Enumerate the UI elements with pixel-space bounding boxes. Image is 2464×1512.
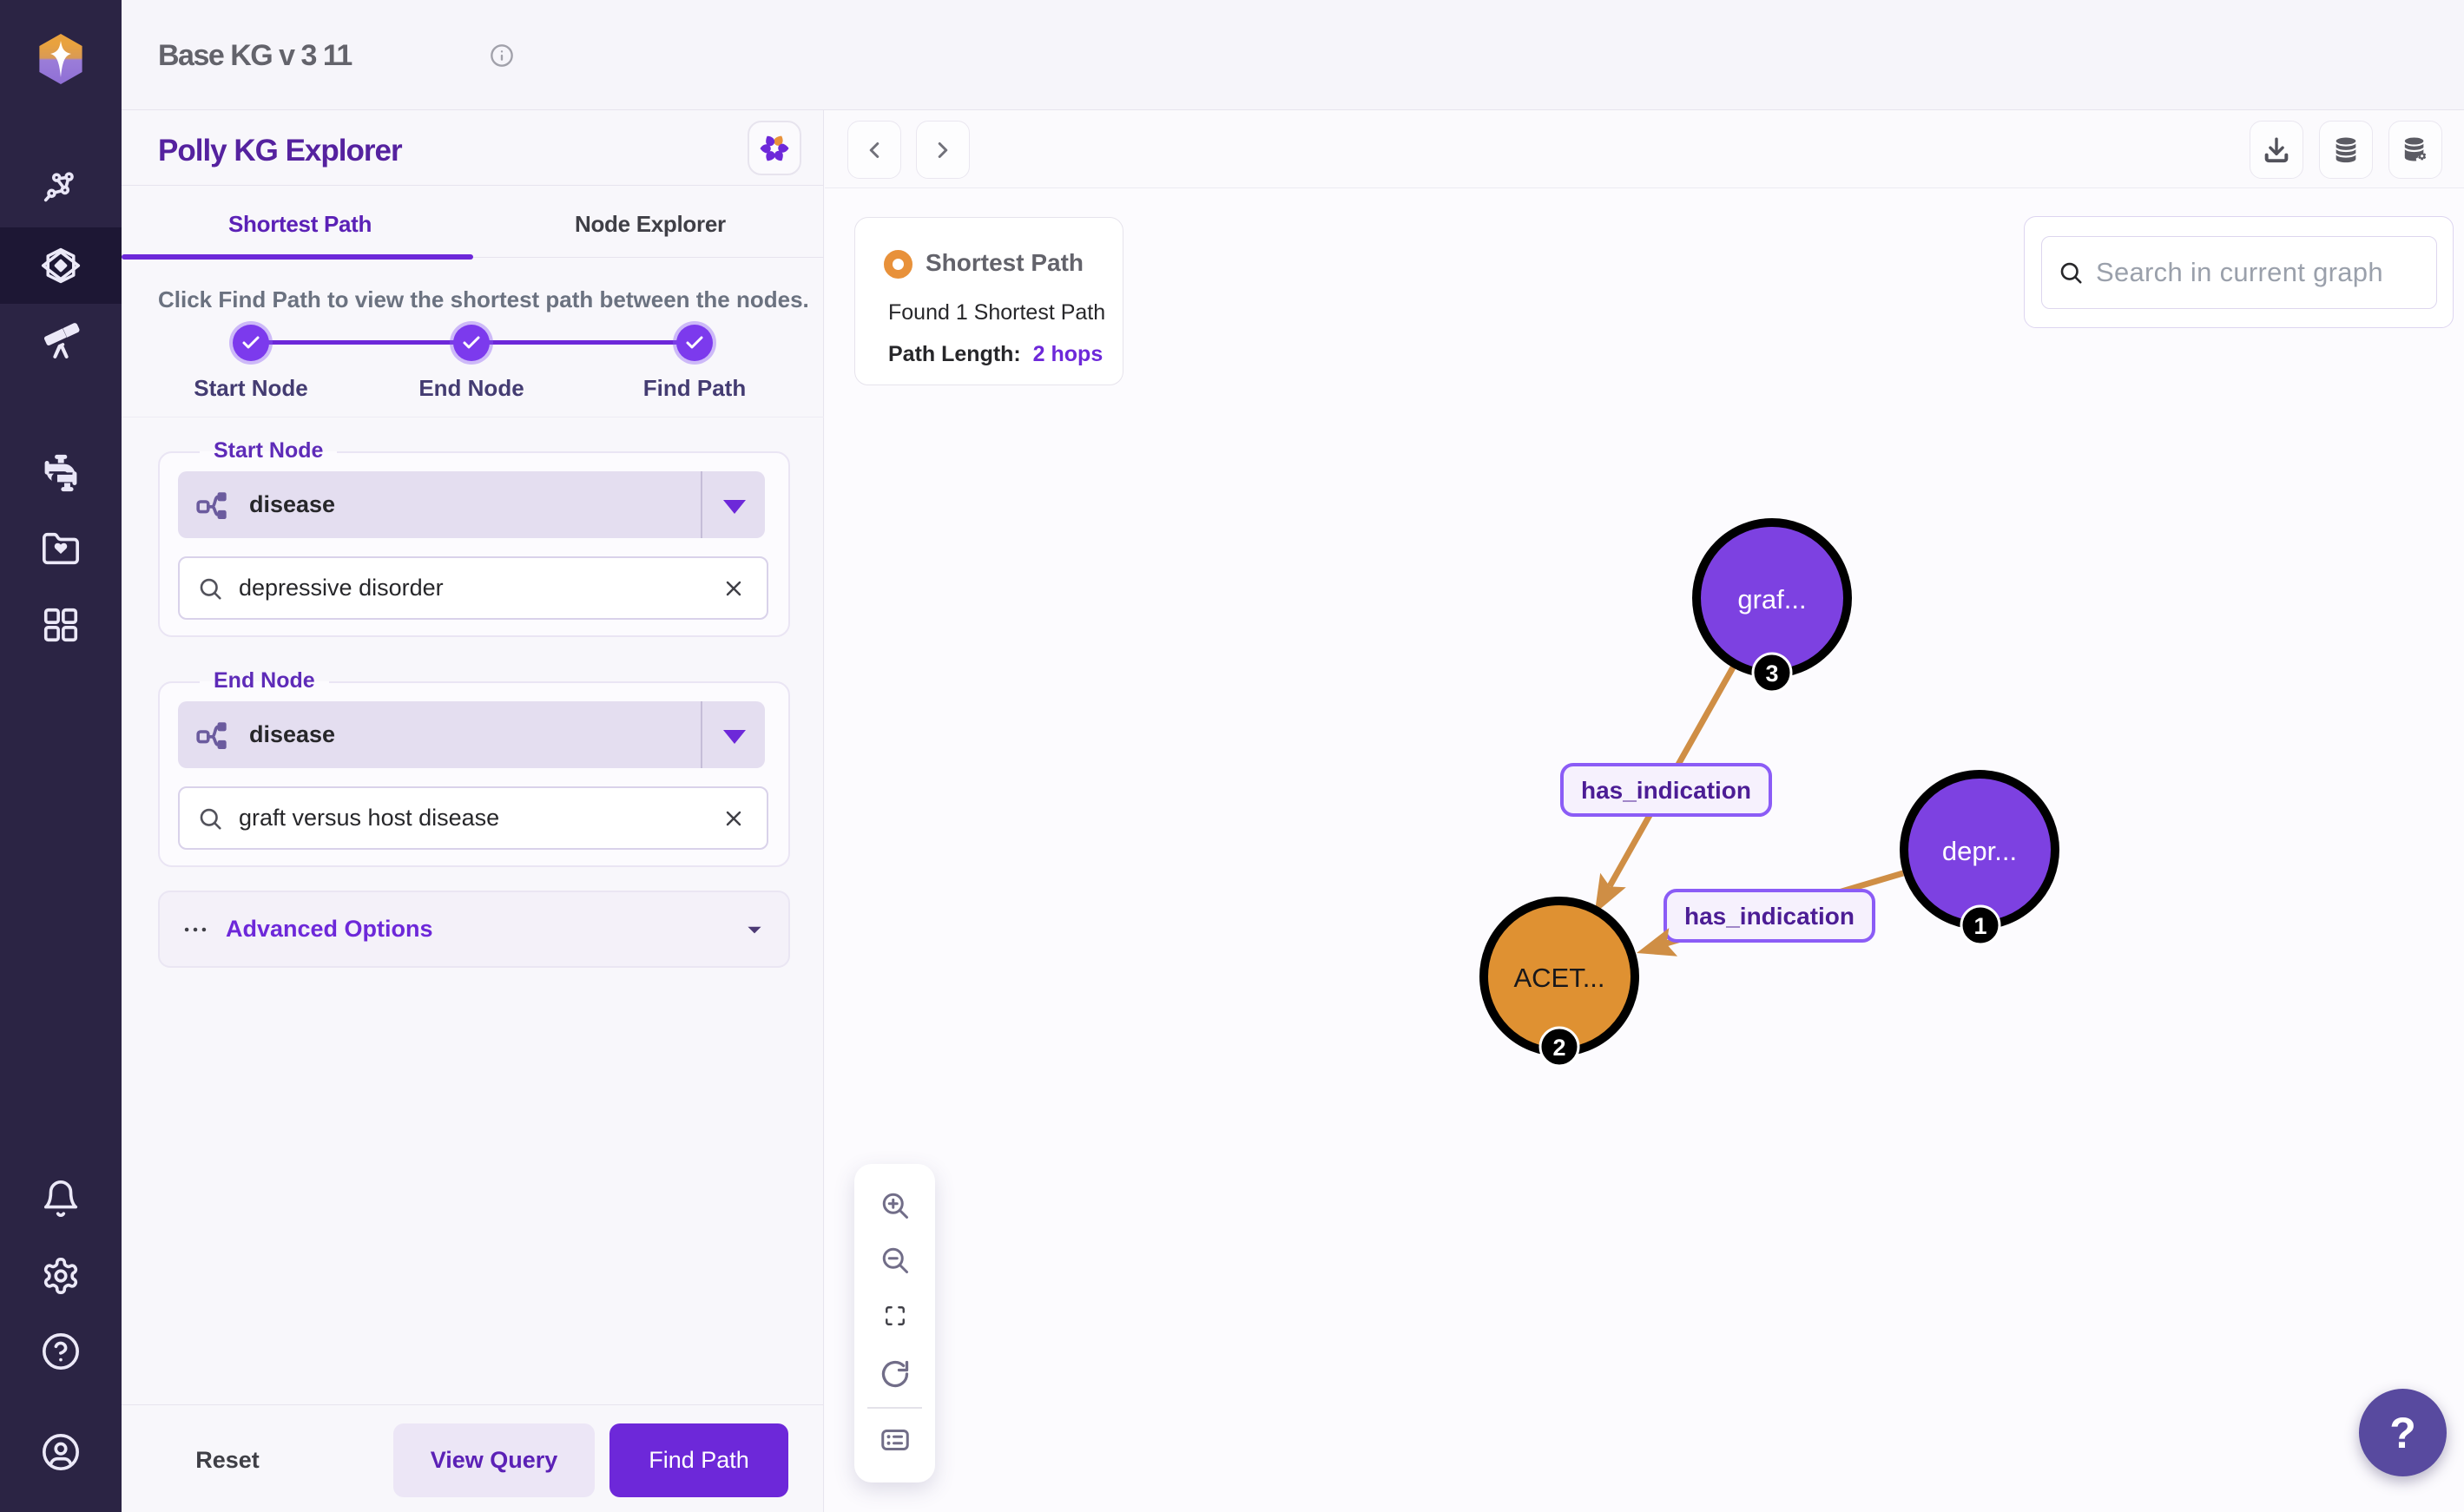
svg-text:graf...: graf... — [1737, 584, 1806, 615]
svg-text:depr...: depr... — [1942, 836, 2017, 866]
svg-text:3: 3 — [1765, 661, 1778, 687]
svg-text:ACET...: ACET... — [1513, 963, 1604, 993]
svg-text:1: 1 — [1973, 913, 1986, 939]
svg-text:has_indication: has_indication — [1581, 777, 1751, 804]
svg-text:has_indication: has_indication — [1684, 903, 1855, 930]
svg-text:2: 2 — [1552, 1035, 1565, 1061]
